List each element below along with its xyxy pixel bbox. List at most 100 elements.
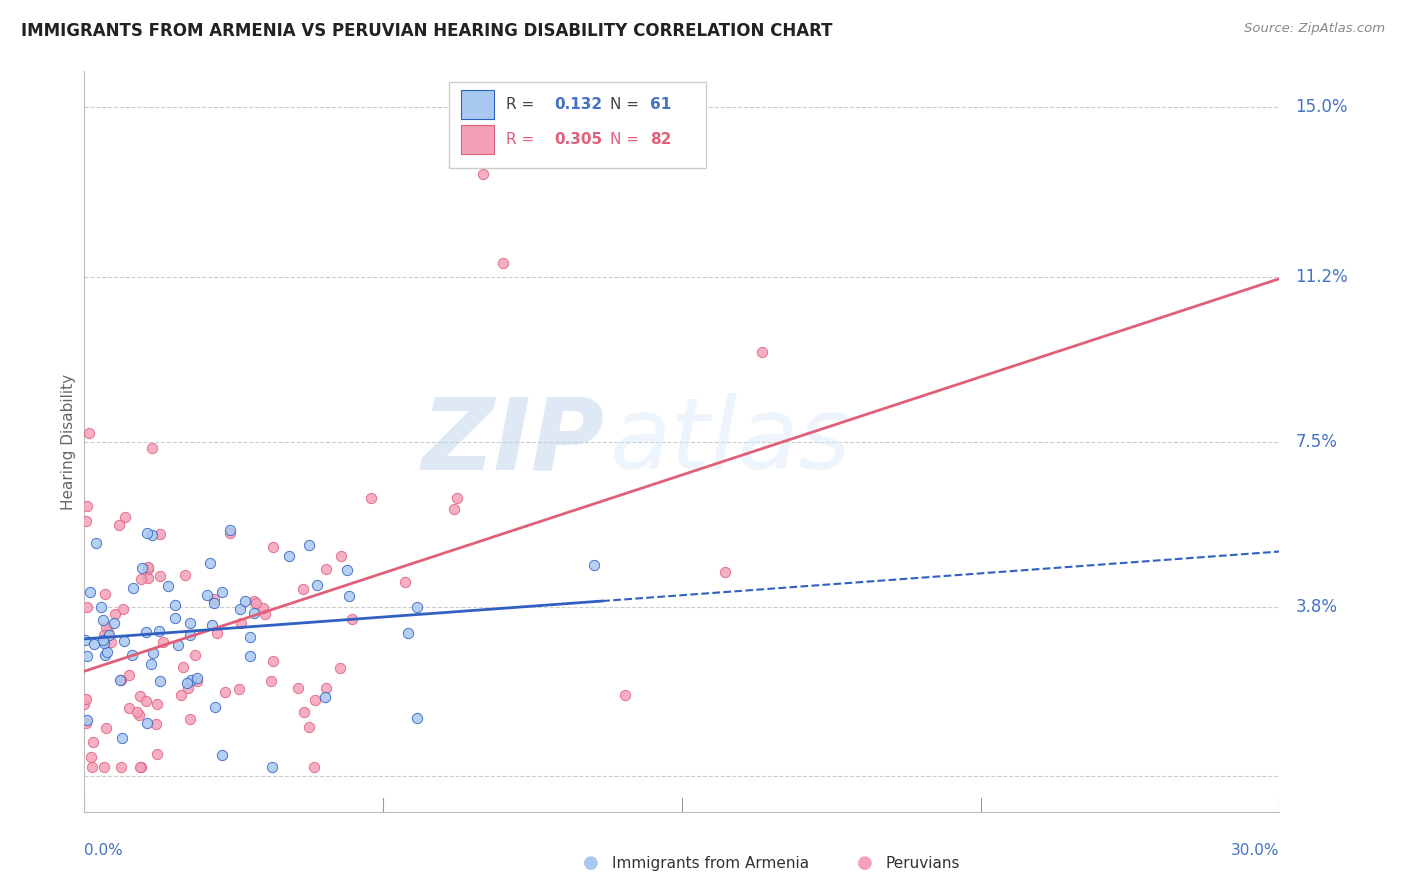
Text: Peruvians: Peruvians — [886, 856, 960, 871]
Point — [152, 635, 174, 649]
Point — [163, 611, 186, 625]
Point — [93, 648, 115, 662]
Point — [131, 561, 153, 575]
Point — [291, 582, 314, 596]
Point — [110, 760, 132, 774]
Point — [136, 715, 159, 730]
Point — [104, 607, 127, 621]
Point — [110, 673, 132, 687]
Point — [229, 602, 252, 616]
Point — [219, 525, 242, 540]
Point — [156, 578, 179, 592]
Point — [83, 637, 105, 651]
Point — [112, 602, 135, 616]
Point — [82, 760, 104, 774]
Point — [304, 693, 326, 707]
Point — [173, 568, 195, 582]
Point — [90, 600, 112, 615]
Text: ●: ● — [856, 855, 873, 872]
Point — [202, 596, 225, 610]
Point — [91, 613, 114, 627]
Point — [231, 615, 253, 630]
Point — [262, 760, 284, 774]
Point — [108, 673, 131, 687]
Point — [121, 581, 143, 595]
Point — [170, 688, 193, 702]
Point — [245, 596, 267, 610]
Text: 30.0%: 30.0% — [1232, 843, 1279, 858]
Text: 0.305: 0.305 — [554, 132, 602, 147]
Point — [91, 632, 114, 647]
Point — [75, 633, 97, 648]
Point — [492, 256, 515, 270]
Point — [340, 612, 363, 626]
Point — [179, 628, 201, 642]
Point — [163, 599, 186, 613]
Point — [149, 674, 172, 689]
Point — [446, 491, 468, 505]
Bar — [461, 90, 495, 120]
Text: Immigrants from Armenia: Immigrants from Armenia — [612, 856, 808, 871]
Text: 82: 82 — [650, 132, 671, 147]
Point — [79, 584, 101, 599]
Point — [204, 699, 226, 714]
Point — [128, 760, 150, 774]
Point — [112, 634, 135, 648]
Point — [201, 618, 224, 632]
Point — [79, 426, 101, 441]
Point — [214, 685, 236, 699]
Point — [207, 625, 229, 640]
Point — [93, 635, 115, 649]
Text: 0.132: 0.132 — [554, 97, 602, 112]
Point — [263, 540, 285, 554]
Text: IMMIGRANTS FROM ARMENIA VS PERUVIAN HEARING DISABILITY CORRELATION CHART: IMMIGRANTS FROM ARMENIA VS PERUVIAN HEAR… — [21, 22, 832, 40]
Point — [76, 499, 98, 513]
Point — [149, 569, 172, 583]
Point — [179, 712, 201, 726]
Point — [243, 606, 266, 620]
Point — [135, 694, 157, 708]
Point — [405, 600, 427, 615]
Point — [583, 558, 606, 573]
Text: R =: R = — [506, 132, 544, 147]
Text: 11.2%: 11.2% — [1295, 268, 1348, 285]
Point — [360, 491, 382, 505]
Point — [406, 710, 429, 724]
Point — [278, 549, 301, 563]
Point — [233, 594, 256, 608]
Point — [82, 735, 104, 749]
Point — [100, 635, 122, 649]
Point — [202, 592, 225, 607]
Text: ZIP: ZIP — [422, 393, 605, 490]
Point — [107, 518, 129, 533]
Point — [197, 588, 219, 602]
Point — [75, 514, 97, 528]
Point — [129, 689, 152, 703]
Text: 7.5%: 7.5% — [1295, 433, 1337, 450]
Point — [239, 630, 262, 644]
Point — [176, 676, 198, 690]
Point — [129, 572, 152, 586]
Point — [180, 673, 202, 688]
Point — [252, 600, 274, 615]
Point — [142, 647, 165, 661]
Point — [129, 760, 152, 774]
Point — [146, 697, 169, 711]
Point — [292, 705, 315, 719]
Point — [103, 615, 125, 630]
Point — [93, 587, 115, 601]
Point — [172, 660, 194, 674]
Point — [443, 501, 465, 516]
Point — [93, 760, 115, 774]
Point — [614, 689, 637, 703]
Point — [128, 708, 150, 723]
Text: 0.0%: 0.0% — [84, 843, 124, 858]
Text: 3.8%: 3.8% — [1295, 598, 1337, 615]
Point — [751, 345, 773, 359]
Text: N =: N = — [610, 132, 644, 147]
Point — [302, 760, 325, 774]
Text: atlas: atlas — [610, 393, 852, 490]
Bar — [449, 82, 706, 168]
Point — [314, 690, 336, 704]
Point — [186, 674, 208, 689]
